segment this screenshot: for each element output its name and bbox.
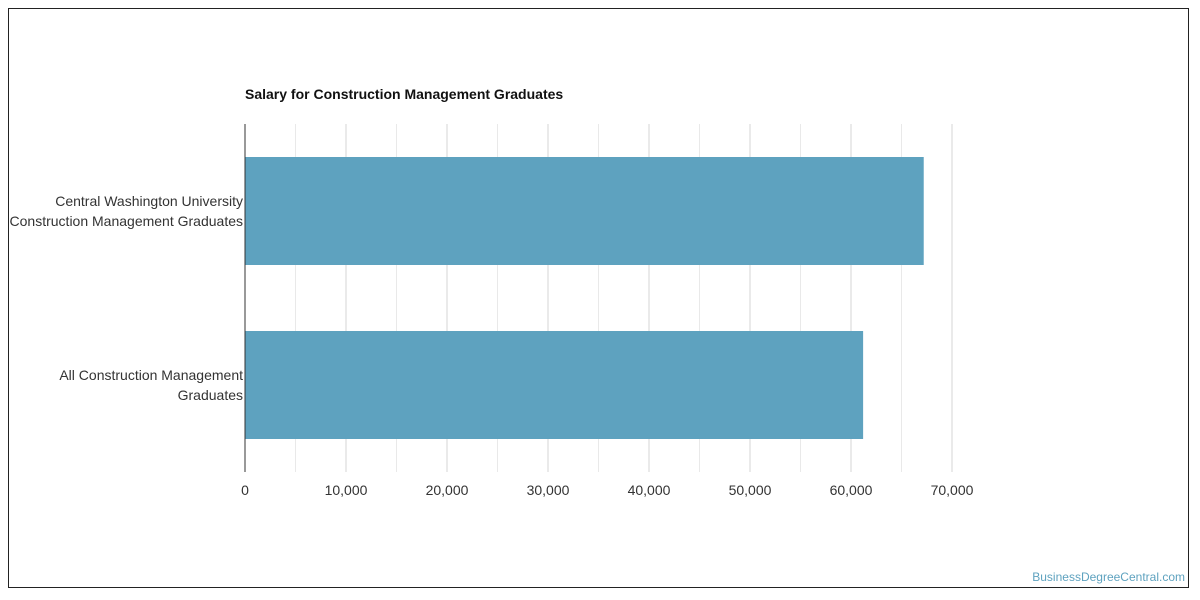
- bar: [245, 157, 924, 265]
- bar: [245, 331, 864, 439]
- x-tick-label: 30,000: [527, 482, 570, 498]
- x-tick-label: 40,000: [628, 482, 671, 498]
- watermark: BusinessDegreeCentral.com: [1032, 570, 1185, 584]
- x-tick-label: 70,000: [931, 482, 974, 498]
- x-tick-label: 0: [241, 482, 249, 498]
- x-tick-label: 10,000: [325, 482, 368, 498]
- category-label: All Construction Management Graduates: [59, 367, 243, 403]
- x-tick-label: 60,000: [830, 482, 873, 498]
- x-tick-label: 20,000: [426, 482, 469, 498]
- chart-title: Salary for Construction Management Gradu…: [245, 86, 564, 102]
- bar-layer: [245, 157, 924, 439]
- x-tick-label: 50,000: [729, 482, 772, 498]
- category-label: Central Washington University Constructi…: [9, 193, 243, 229]
- tick-label-layer: 0 10,000 20,000 30,000 40,000 50,000 60,000 70,…: [241, 482, 974, 498]
